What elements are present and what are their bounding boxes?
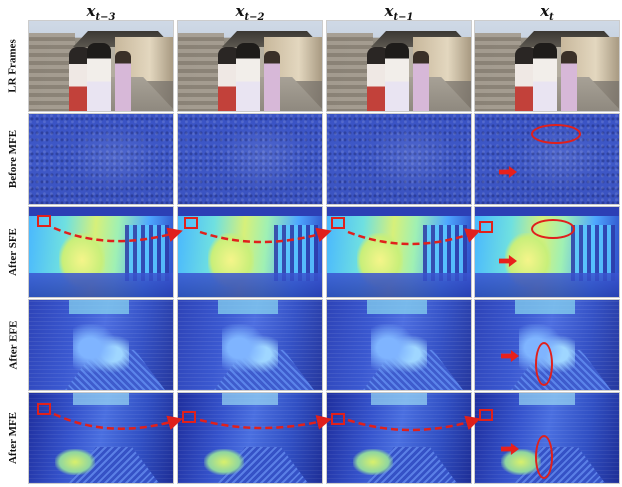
highlight-box (182, 411, 196, 423)
row-label: After SFE (0, 206, 26, 298)
highlight-ellipse (535, 342, 553, 386)
column-header-sub: t−3 (95, 12, 116, 23)
highlight-box (331, 413, 345, 425)
feature-map-panel (326, 206, 472, 298)
feature-map-panel (474, 113, 620, 205)
row-label-text: LR Frames (7, 39, 19, 93)
lr-frame-panel (28, 20, 174, 112)
highlight-box (479, 409, 493, 421)
feature-map-panel (177, 299, 323, 391)
highlight-box (479, 221, 493, 233)
column-header-base: x (86, 2, 96, 20)
highlight-ellipse (531, 124, 581, 144)
row-label-text: After EFE (7, 320, 20, 370)
feature-map-panel (28, 113, 174, 205)
row-label: After MFE (0, 392, 26, 484)
column-header-base: x (540, 2, 550, 20)
feature-map-panel (326, 113, 472, 205)
row-label-text: After MFE (7, 411, 19, 465)
feature-map-panel (326, 392, 472, 484)
column-header: xt−1 (326, 2, 472, 24)
feature-map-panel (28, 299, 174, 391)
feature-map-panel (474, 392, 620, 484)
row-label: Before MFE (0, 113, 26, 205)
feature-map-panel (474, 206, 620, 298)
column-header-base: x (384, 2, 394, 20)
column-header: xt−2 (177, 2, 323, 24)
lr-frame-panel (474, 20, 620, 112)
column-header-sub: t−1 (393, 12, 414, 23)
column-header-sub: t (549, 12, 554, 23)
feature-map-panel (177, 206, 323, 298)
highlight-box (37, 403, 51, 415)
row-label: After EFE (0, 299, 26, 391)
feature-map-panel (177, 113, 323, 205)
highlight-box (184, 217, 198, 229)
row-label-text: Before MFE (7, 129, 20, 189)
feature-map-panel (28, 392, 174, 484)
row-label-text: After SFE (7, 228, 20, 276)
arrow-icon (501, 350, 519, 362)
lr-frame-panel (177, 20, 323, 112)
lr-frame-panel (326, 20, 472, 112)
feature-map-panel (474, 299, 620, 391)
feature-map-panel (177, 392, 323, 484)
highlight-box (331, 217, 345, 229)
column-header-base: x (235, 2, 245, 20)
feature-map-panel (326, 299, 472, 391)
highlight-ellipse (531, 219, 575, 239)
highlight-ellipse (535, 435, 553, 479)
row-label: LR Frames (0, 20, 26, 112)
column-header: xt−3 (28, 2, 174, 24)
column-header-sub: t−2 (244, 12, 265, 23)
feature-map-panel (28, 206, 174, 298)
column-header: xt (474, 2, 620, 24)
highlight-box (37, 215, 51, 227)
